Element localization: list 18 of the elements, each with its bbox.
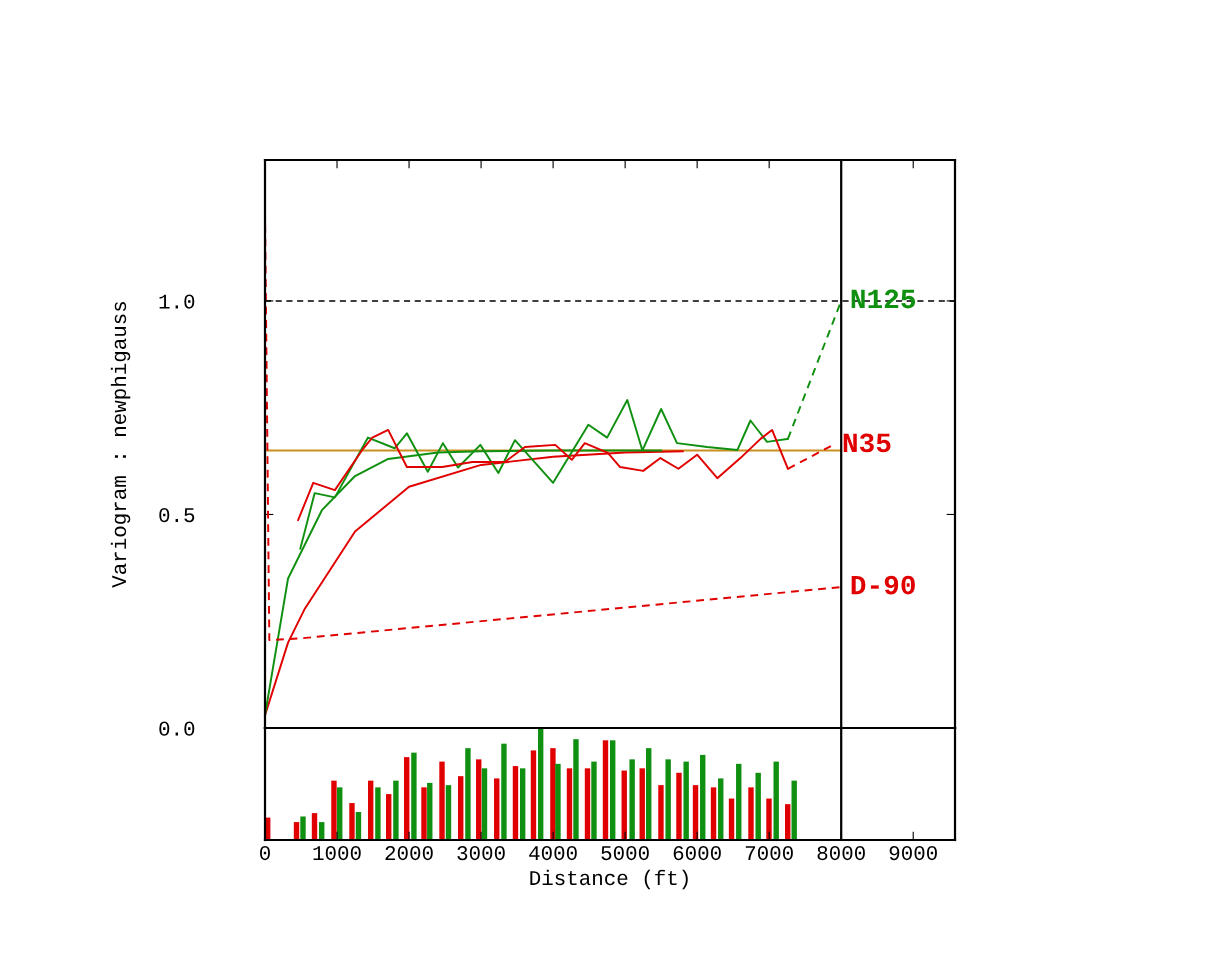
x-tick-label: 3000 bbox=[457, 846, 505, 861]
x-tick-label: 5000 bbox=[601, 846, 649, 861]
y-axis-title: Variogram : newphigauss bbox=[110, 301, 131, 588]
x-tick-label: 9000 bbox=[889, 846, 937, 861]
y-tick-label: 1.0 bbox=[159, 294, 195, 309]
x-tick-label: 1000 bbox=[313, 846, 361, 861]
series-label: N125 bbox=[851, 289, 916, 309]
x-tick-label: 2000 bbox=[385, 846, 433, 861]
x-tick-label: 8000 bbox=[817, 846, 865, 861]
series-label: D-90 bbox=[851, 575, 915, 595]
x-axis-title: Distance (ft) bbox=[530, 869, 688, 890]
x-tick-label: 4000 bbox=[529, 846, 577, 861]
x-tick-label: 6000 bbox=[673, 846, 721, 861]
y-tick-label: 0.0 bbox=[159, 721, 195, 736]
y-tick-label: 0.5 bbox=[159, 508, 195, 523]
series-label: N35 bbox=[843, 433, 891, 453]
x-tick-label: 7000 bbox=[745, 846, 793, 861]
x-tick-label: 0 bbox=[260, 846, 270, 861]
